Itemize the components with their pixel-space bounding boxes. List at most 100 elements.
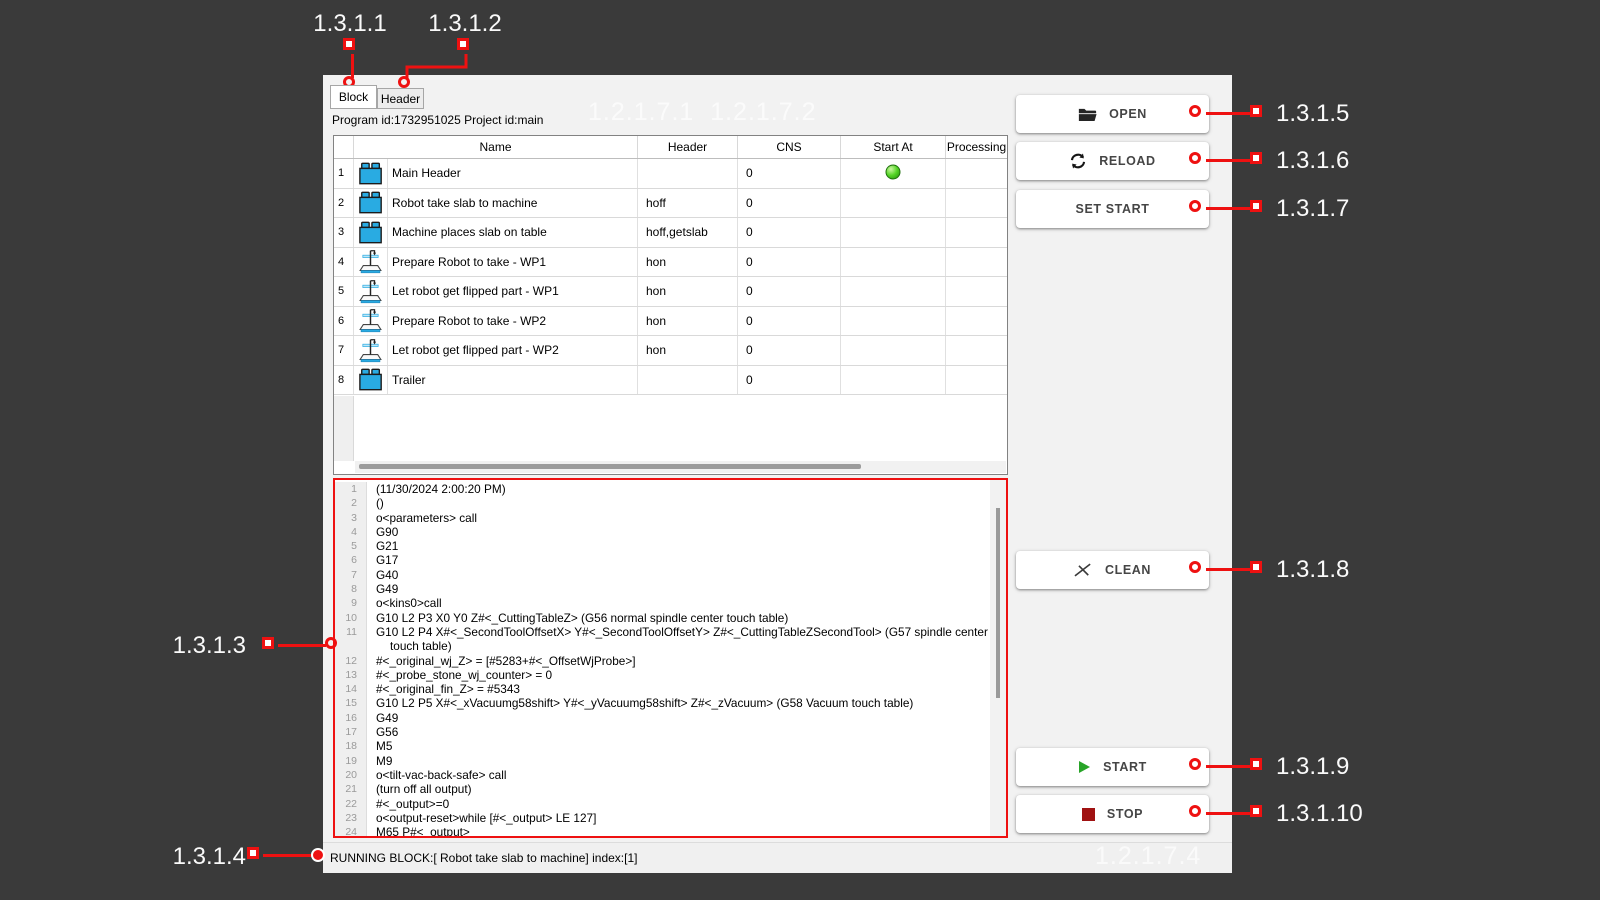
annotation-line: [1206, 812, 1252, 815]
code-line: touch table): [335, 639, 990, 654]
code-line: 5 G21: [335, 539, 990, 554]
line-number: 18: [335, 739, 367, 754]
line-text: (): [376, 496, 384, 511]
line-number: 19: [335, 753, 367, 768]
line-text: G10 L2 P5 X#<_xVacuumg58shift> Y#<_yVacu…: [376, 696, 914, 711]
stop-button[interactable]: STOP: [1016, 795, 1209, 833]
open-button[interactable]: OPEN: [1016, 95, 1209, 133]
annotation-square: [343, 38, 355, 50]
code-line: 4 G90: [335, 524, 990, 540]
annotation-square: [457, 38, 469, 50]
line-text: G17: [376, 553, 399, 568]
code-line: 13 #<_probe_stone_wj_counter> = 0: [335, 667, 990, 683]
reload-icon: [1069, 153, 1087, 169]
stop-icon: [1081, 807, 1095, 821]
annotation-square: [1250, 805, 1262, 817]
row-start-at-cell: [841, 306, 946, 335]
annotation-circle: [1189, 758, 1201, 770]
row-start-at-cell: [841, 247, 946, 276]
start-button[interactable]: START: [1016, 748, 1209, 786]
brick-icon: [357, 367, 385, 392]
gcode-editor[interactable]: 1 (11/30/2024 2:00:20 PM) 2 () 3 o<param…: [333, 478, 1008, 838]
table-row[interactable]: 6 Prepare Robot to take - WP2 hon 0: [334, 306, 1007, 336]
code-line: 1 (11/30/2024 2:00:20 PM): [335, 482, 990, 497]
code-line: 12 #<_original_wj_Z> = [#5283+#<_OffsetW…: [335, 653, 990, 668]
line-text: (11/30/2024 2:00:20 PM): [376, 482, 506, 496]
row-header-value: hoff,getslab: [638, 218, 738, 247]
row-icon-cell: [354, 277, 388, 306]
line-text: (turn off all output): [376, 782, 472, 797]
row-cns-value: 0: [738, 159, 841, 188]
line-number: 5: [335, 539, 367, 554]
set-start-button[interactable]: SET START: [1016, 190, 1209, 228]
line-number: 15: [335, 696, 367, 711]
row-cns-value: 0: [738, 306, 841, 335]
line-text: G56: [376, 725, 399, 740]
open-button-label: OPEN: [1109, 107, 1147, 121]
table-row[interactable]: 8 Trailer 0: [334, 365, 1007, 395]
start-button-label: START: [1103, 760, 1147, 774]
row-processing-cell: [946, 218, 1007, 247]
annotation-line: [351, 54, 354, 78]
line-text: #<_original_wj_Z> = [#5283+#<_OffsetWjPr…: [376, 653, 636, 668]
line-number: [335, 639, 367, 654]
row-number: 6: [334, 306, 354, 335]
annotation-circle: [1189, 200, 1201, 212]
table-row[interactable]: 7 Let robot get flipped part - WP2 hon 0: [334, 336, 1007, 366]
row-icon-cell: [354, 365, 388, 394]
row-name: Let robot get flipped part - WP2: [388, 336, 638, 365]
row-name: Main Header: [388, 159, 638, 188]
set-start-button-label: SET START: [1075, 202, 1150, 216]
row-header-value: hon: [638, 336, 738, 365]
tab-header[interactable]: Header: [377, 88, 424, 109]
tab-block[interactable]: Block: [330, 85, 377, 109]
code-line: 16 G49: [335, 710, 990, 726]
line-text: G21: [376, 539, 399, 554]
line-text: #<_original_fin_Z> = #5343: [376, 682, 520, 697]
row-processing-cell: [946, 366, 1007, 395]
table-row[interactable]: 5 Let robot get flipped part - WP1 hon 0: [334, 277, 1007, 307]
line-number: 12: [335, 653, 367, 668]
code-line: 24 M65 P#<_output>: [335, 825, 990, 836]
table-row[interactable]: 4 Prepare Robot to take - WP1 hon 0: [334, 247, 1007, 277]
table-horizontal-scrollbar: [355, 461, 1006, 473]
annotation-square: [1250, 561, 1262, 573]
annotation-circle: [325, 637, 337, 649]
line-number: 8: [335, 582, 367, 597]
row-start-at-cell: [841, 336, 946, 365]
row-processing-cell: [946, 277, 1007, 306]
line-number: 17: [335, 725, 367, 740]
code-vertical-scrollbar-thumb[interactable]: [996, 508, 1000, 698]
table-row[interactable]: 1 Main Header 0: [334, 159, 1007, 189]
col-cns: CNS: [738, 136, 841, 158]
line-text: G40: [376, 567, 399, 582]
clean-button[interactable]: CLEAN: [1016, 551, 1209, 589]
annotation-line: [1206, 112, 1252, 115]
row-number: 3: [334, 218, 354, 247]
reload-button[interactable]: RELOAD: [1016, 142, 1209, 180]
row-icon-cell: [354, 306, 388, 335]
line-text: G90: [376, 524, 399, 539]
line-number: 20: [335, 767, 367, 783]
row-start-at-cell: [841, 277, 946, 306]
line-text: M9: [376, 753, 393, 768]
play-icon: [1078, 760, 1091, 774]
line-number: 9: [335, 596, 367, 611]
reload-button-label: RELOAD: [1099, 154, 1156, 168]
table-horizontal-scrollbar-thumb[interactable]: [359, 464, 861, 469]
code-line: 19 M9: [335, 753, 990, 768]
annotation-circle: [1189, 561, 1201, 573]
code-line: 11 G10 L2 P4 X#<_SecondToolOffsetX> Y#<_…: [335, 624, 990, 640]
row-header-value: [638, 365, 738, 394]
row-cns-value: 0: [738, 277, 841, 306]
green-dot: [885, 164, 901, 183]
line-number: 4: [335, 524, 367, 540]
annotation-circle: [1189, 805, 1201, 817]
table-row[interactable]: 3 Machine places slab on table hoff,gets…: [334, 218, 1007, 248]
rownum-gutter: [334, 396, 354, 461]
code-vertical-scrollbar: [990, 480, 1006, 836]
table-header-row: Name Header CNS Start At Processing: [334, 136, 1007, 159]
row-number: 4: [334, 247, 354, 276]
table-row[interactable]: 2 Robot take slab to machine hoff 0: [334, 188, 1007, 218]
line-number: 7: [335, 567, 367, 583]
